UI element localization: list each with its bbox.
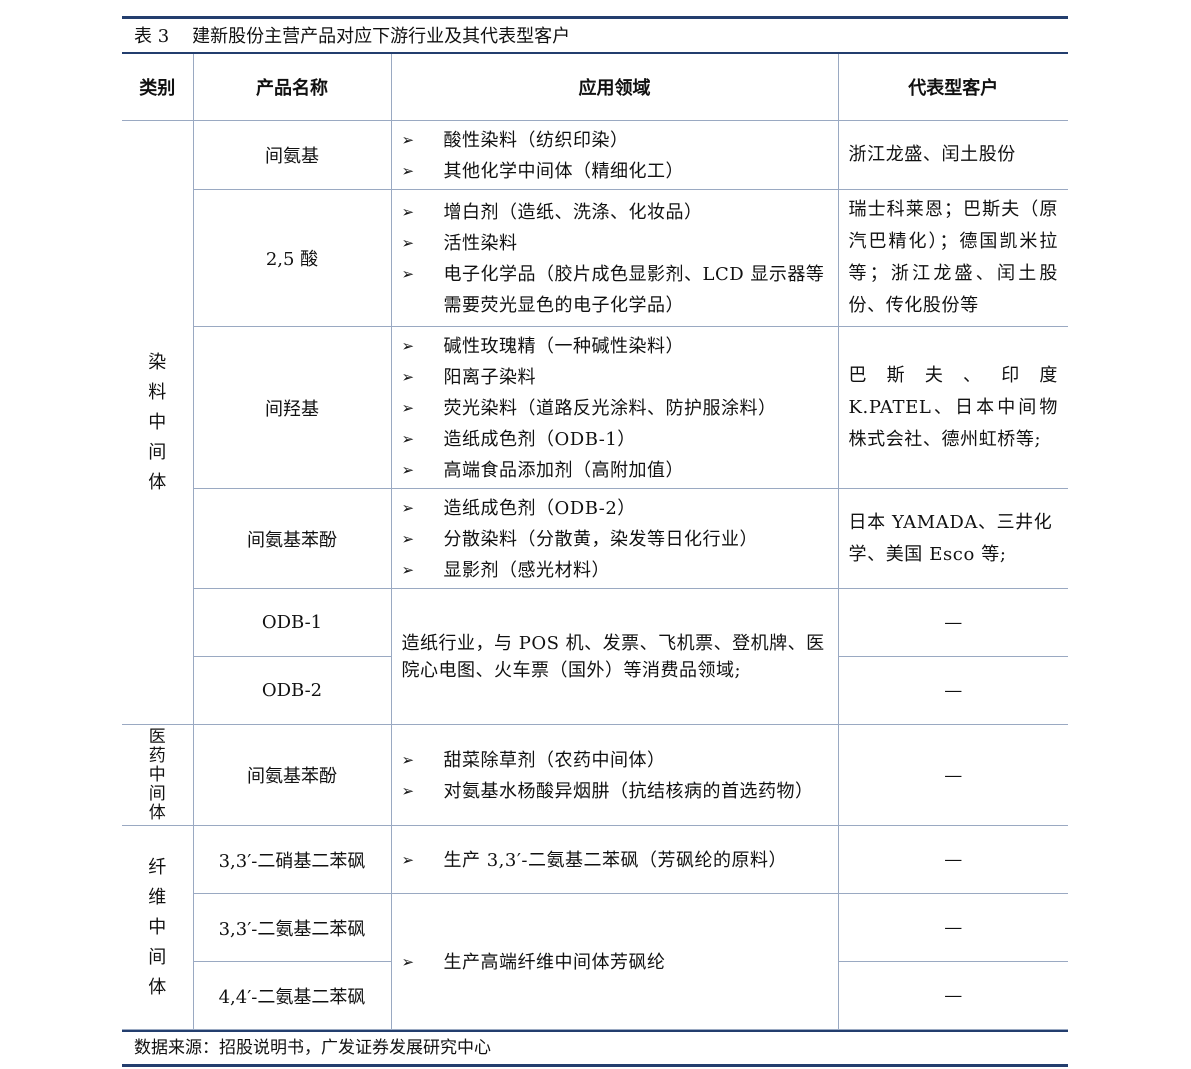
customer-cell: — [837, 724, 1068, 826]
table-row: 间羟基 ➢ 碱性玫瑰精（一种碱性染料） ➢ 阳离子染料 ➢ 荧光染料（道路反光涂料、防… [122, 326, 1068, 489]
application-list: ➢ 碱性玫瑰精（一种碱性染料） ➢ 阳离子染料 ➢ 荧光染料（道路反光涂料、防护服涂料… [390, 326, 839, 489]
arrowhead-bullet-icon: ➢ [401, 337, 415, 355]
arrowhead-bullet-icon: ➢ [401, 234, 415, 252]
customer-cell: — [837, 656, 1068, 725]
category-pharma: 医药中间体 [122, 724, 194, 826]
header-customer: 代表型客户 [837, 54, 1068, 121]
product-name: 间羟基 [193, 326, 392, 489]
table-row: ODB-1 造纸行业，与 POS 机、发票、飞机票、登机牌、医院心电图、火车票（… [122, 588, 1068, 725]
list-item: ➢ 酸性染料（纺织印染） [402, 125, 828, 156]
list-item: ➢ 生产高端纤维中间体芳砜纶 [402, 947, 828, 978]
list-item: ➢ 生产 3,3′-二氨基二苯砜（芳砜纶的原料） [402, 845, 828, 876]
arrowhead-bullet-icon: ➢ [401, 131, 415, 149]
product-name: 间氨基苯酚 [192, 724, 392, 826]
header-row: 类别 产品名称 应用领域 代表型客户 [122, 54, 1068, 121]
product-name: 3,3′-二氨基二苯砜 [193, 893, 392, 962]
table-figure: 表 3 建新股份主营产品对应下游行业及其代表型客户 类别 产品名称 应用领域 代… [122, 16, 1068, 1067]
top-rule [122, 16, 1068, 19]
header-product: 产品名称 [192, 54, 392, 121]
caption-title: 建新股份主营产品对应下游行业及其代表型客户 [192, 26, 571, 47]
list-item: ➢ 碱性玫瑰精（一种碱性染料） [402, 331, 828, 362]
arrowhead-bullet-icon: ➢ [401, 399, 415, 417]
header-application: 应用领域 [390, 54, 839, 121]
product-name: 2,5 酸 [193, 189, 392, 327]
application-list: ➢ 生产高端纤维中间体芳砜纶 [390, 893, 839, 1030]
customer-cell: 巴斯夫、印度 K.PATEL、日本中间物株式会社、德州虹桥等; [837, 326, 1068, 489]
application-list: ➢ 造纸成色剂（ODB-2） ➢ 分散染料（分散黄，染发等日化行业） ➢ 显影剂（感光… [390, 488, 839, 589]
arrowhead-bullet-icon: ➢ [401, 265, 415, 283]
header-rule [122, 52, 1068, 54]
table-row: 4,4′-二氨基二苯砜 — [122, 961, 1068, 1030]
list-item: ➢ 其他化学中间体（精细化工） [402, 156, 828, 187]
arrowhead-bullet-icon: ➢ [401, 530, 415, 548]
product-name: ODB-2 [193, 656, 392, 725]
application-list: ➢ 生产 3,3′-二氨基二苯砜（芳砜纶的原料） [390, 825, 839, 894]
customer-cell: — [837, 893, 1068, 962]
table-row: 间氨基苯酚 ➢ 造纸成色剂（ODB-2） ➢ 分散染料（分散黄，染发等日化行业） ➢… [122, 488, 1068, 589]
application-list: ➢ 酸性染料（纺织印染） ➢ 其他化学中间体（精细化工） [390, 120, 839, 190]
arrowhead-bullet-icon: ➢ [401, 561, 415, 579]
product-name: 4,4′-二氨基二苯砜 [193, 961, 392, 1030]
arrowhead-bullet-icon: ➢ [401, 162, 415, 180]
list-item: ➢ 荧光染料（道路反光涂料、防护服涂料） [402, 393, 828, 424]
table-row: 医药中间体 间氨基苯酚 ➢ 甜菜除草剂（农药中间体） ➢ 对氨基水杨酸异烟肼（抗结核… [122, 724, 1068, 826]
list-item: ➢ 增白剂（造纸、洗涤、化妆品） [402, 197, 828, 228]
list-item: ➢ 阳离子染料 [402, 362, 828, 393]
list-item: ➢ 电子化学品（胶片成色显影剂、LCD 显示器等需要荧光显色的电子化学品） [402, 259, 828, 321]
product-name: 3,3′-二硝基二苯砜 [192, 825, 392, 894]
list-item: ➢ 显影剂（感光材料） [402, 555, 828, 586]
table-row: 3,3′-二氨基二苯砜 ➢ 生产高端纤维中间体芳砜纶 — [122, 893, 1068, 1030]
arrowhead-bullet-icon: ➢ [401, 782, 415, 800]
table-row: 纤维中间体 3,3′-二硝基二苯砜 ➢ 生产 3,3′-二氨基二苯砜（芳砜纶的原料… [122, 825, 1068, 1030]
product-name: ODB-1 [193, 588, 392, 657]
source-note: 数据来源：招股说明书，广发证券发展研究中心 [134, 1038, 491, 1058]
arrowhead-bullet-icon: ➢ [401, 499, 415, 517]
arrowhead-bullet-icon: ➢ [401, 461, 415, 479]
table-row: ODB-2 — [122, 656, 1068, 725]
arrowhead-bullet-icon: ➢ [401, 953, 415, 971]
list-item: ➢ 造纸成色剂（ODB-2） [402, 493, 828, 524]
list-item: ➢ 造纸成色剂（ODB-1） [402, 424, 828, 455]
arrowhead-bullet-icon: ➢ [401, 368, 415, 386]
application-text: 造纸行业，与 POS 机、发票、飞机票、登机牌、医院心电图、火车票（国外）等消费… [390, 588, 839, 725]
customer-cell: 日本 YAMADA、三井化学、美国 Esco 等; [837, 488, 1068, 589]
arrowhead-bullet-icon: ➢ [401, 430, 415, 448]
arrowhead-bullet-icon: ➢ [401, 851, 415, 869]
application-list: ➢ 甜菜除草剂（农药中间体） ➢ 对氨基水杨酸异烟肼（抗结核病的首选药物） [390, 724, 839, 826]
list-item: ➢ 甜菜除草剂（农药中间体） [402, 745, 828, 776]
header-category: 类别 [122, 54, 194, 121]
bottom-rule [122, 1030, 1068, 1032]
customer-cell: — [837, 961, 1068, 1030]
list-item: ➢ 高端食品添加剂（高附加值） [402, 455, 828, 486]
customer-cell: — [837, 825, 1068, 894]
application-list: ➢ 增白剂（造纸、洗涤、化妆品） ➢ 活性染料 ➢ 电子化学品（胶片成色显影剂、LCD… [390, 189, 839, 327]
arrowhead-bullet-icon: ➢ [401, 203, 415, 221]
list-item: ➢ 分散染料（分散黄，染发等日化行业） [402, 524, 828, 555]
list-item: ➢ 活性染料 [402, 228, 828, 259]
list-item: ➢ 对氨基水杨酸异烟肼（抗结核病的首选药物） [402, 776, 828, 807]
table-row: 2,5 酸 ➢ 增白剂（造纸、洗涤、化妆品） ➢ 活性染料 ➢ 电子化学品（胶片成色显… [122, 189, 1068, 327]
table-row: 染料中间体 间氨基 ➢ 酸性染料（纺织印染） ➢ 其他化学中间体（精细化工） 浙江龙… [122, 120, 1068, 725]
customer-cell: — [837, 588, 1068, 657]
product-name: 间氨基 [192, 120, 392, 190]
customer-cell: 瑞士科莱恩；巴斯夫（原汽巴精化）；德国凯米拉等；浙江龙盛、闰土股份、传化股份等 [837, 189, 1068, 327]
product-name: 间氨基苯酚 [193, 488, 392, 589]
category-dye: 染料中间体 [122, 120, 194, 725]
arrowhead-bullet-icon: ➢ [401, 751, 415, 769]
end-rule [122, 1064, 1068, 1067]
customer-cell: 浙江龙盛、闰土股份 [837, 120, 1068, 190]
product-table: 类别 产品名称 应用领域 代表型客户 染料中间体 间氨基 ➢ 酸性染料（纺织印染）… [122, 54, 1068, 1030]
caption-number: 表 3 [134, 26, 170, 47]
table-caption: 表 3 建新股份主营产品对应下游行业及其代表型客户 [122, 19, 1068, 52]
category-fiber: 纤维中间体 [122, 825, 194, 1030]
